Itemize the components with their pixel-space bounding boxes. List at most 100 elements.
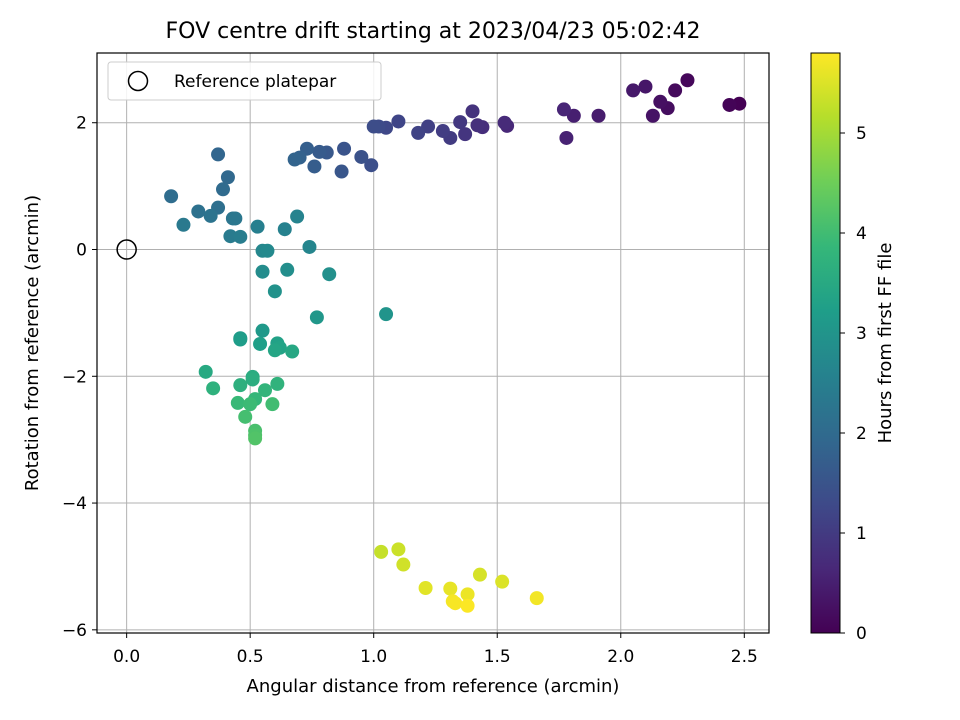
data-point xyxy=(243,397,258,412)
data-point xyxy=(191,204,206,219)
data-point xyxy=(653,94,668,109)
legend-marker xyxy=(127,70,149,92)
data-point xyxy=(176,217,191,232)
data-point xyxy=(391,114,406,129)
data-point xyxy=(668,83,683,98)
data-point xyxy=(230,395,245,410)
data-point xyxy=(216,182,230,197)
data-point xyxy=(465,104,480,119)
x-tick-label: 2.5 xyxy=(731,647,758,667)
data-point xyxy=(248,431,263,446)
data-point xyxy=(307,159,322,174)
colorbar-tick-label: 0 xyxy=(856,624,867,644)
data-point xyxy=(233,378,248,393)
data-point xyxy=(312,144,327,159)
plot-frame xyxy=(96,52,770,634)
grid-lines xyxy=(97,53,769,633)
chart-title: FOV centre drift starting at 2023/04/23 … xyxy=(166,19,701,44)
y-axis-ticks: −6 −4 −2 0 2 xyxy=(62,114,97,641)
data-point xyxy=(559,130,574,145)
y-axis-label: Rotation from reference (arcmin) xyxy=(22,195,43,491)
data-point xyxy=(435,123,450,138)
data-point xyxy=(233,332,248,347)
data-point xyxy=(233,229,248,244)
colorbar-label: Hours from first FF file xyxy=(875,243,896,444)
x-tick-label: 1.0 xyxy=(360,647,387,667)
data-point xyxy=(302,239,317,254)
x-tick-label: 0.5 xyxy=(237,647,264,667)
y-tick-label: 2 xyxy=(76,114,87,134)
y-tick-label: 0 xyxy=(76,241,87,261)
colorbar xyxy=(810,52,841,634)
data-point xyxy=(206,381,221,396)
legend-label: Reference platepar xyxy=(174,72,336,92)
x-axis-label: Angular distance from reference (arcmin) xyxy=(247,676,620,697)
data-point xyxy=(245,372,260,387)
data-point xyxy=(366,119,381,134)
colorbar-tick-label: 1 xyxy=(856,524,867,544)
data-point xyxy=(290,209,305,224)
data-point xyxy=(443,581,458,596)
data-point xyxy=(391,542,406,557)
data-point xyxy=(645,108,660,123)
x-tick-label: 2.0 xyxy=(607,647,634,667)
data-point xyxy=(722,97,737,112)
data-point xyxy=(267,284,282,299)
data-point xyxy=(220,170,235,185)
data-point xyxy=(198,364,213,379)
data-point xyxy=(448,596,463,611)
data-point xyxy=(460,587,475,602)
data-point xyxy=(364,158,379,173)
data-point xyxy=(255,264,270,279)
data-point xyxy=(285,344,300,359)
x-tick-label: 0.0 xyxy=(113,647,140,667)
y-tick-label: −2 xyxy=(62,367,87,387)
data-point xyxy=(638,79,653,94)
data-point xyxy=(411,125,426,140)
data-point xyxy=(460,598,475,613)
legend-box xyxy=(107,61,382,101)
data-point xyxy=(280,262,295,277)
data-point xyxy=(626,83,641,98)
x-tick-label: 1.5 xyxy=(484,647,511,667)
data-point xyxy=(591,108,606,123)
data-point xyxy=(458,127,473,142)
legend: Reference platepar xyxy=(107,61,382,101)
data-point xyxy=(309,310,324,325)
data-point xyxy=(270,376,285,391)
data-point xyxy=(267,343,282,358)
data-point xyxy=(529,591,544,606)
data-point xyxy=(495,574,510,589)
data-point xyxy=(470,118,485,133)
data-point xyxy=(497,115,512,130)
data-point xyxy=(418,580,433,595)
data-point xyxy=(379,307,394,322)
data-point xyxy=(472,567,487,582)
data-point xyxy=(453,115,468,130)
data-point xyxy=(164,189,179,204)
data-point xyxy=(680,73,695,88)
y-tick-label: −6 xyxy=(62,621,87,641)
data-point xyxy=(250,219,265,234)
data-point xyxy=(238,409,253,424)
data-point xyxy=(287,152,302,167)
data-point xyxy=(277,222,292,237)
data-point xyxy=(334,164,349,179)
data-point xyxy=(354,149,369,164)
data-point xyxy=(337,141,352,156)
colorbar-tick-label: 2 xyxy=(856,424,867,444)
colorbar-tick-label: 3 xyxy=(856,324,867,344)
scatter-points xyxy=(164,73,747,613)
data-point xyxy=(374,544,389,559)
reference-platepar-marker xyxy=(116,239,137,260)
data-point xyxy=(396,557,411,572)
colorbar-tick-label: 4 xyxy=(856,224,867,244)
data-point xyxy=(255,323,270,338)
data-point xyxy=(228,211,243,226)
data-point xyxy=(265,397,280,412)
data-point xyxy=(322,267,337,282)
colorbar-ticks: 0 1 2 3 4 5 xyxy=(840,124,867,644)
colorbar-tick-label: 5 xyxy=(856,124,867,144)
data-point xyxy=(203,208,218,223)
data-point xyxy=(211,147,226,162)
